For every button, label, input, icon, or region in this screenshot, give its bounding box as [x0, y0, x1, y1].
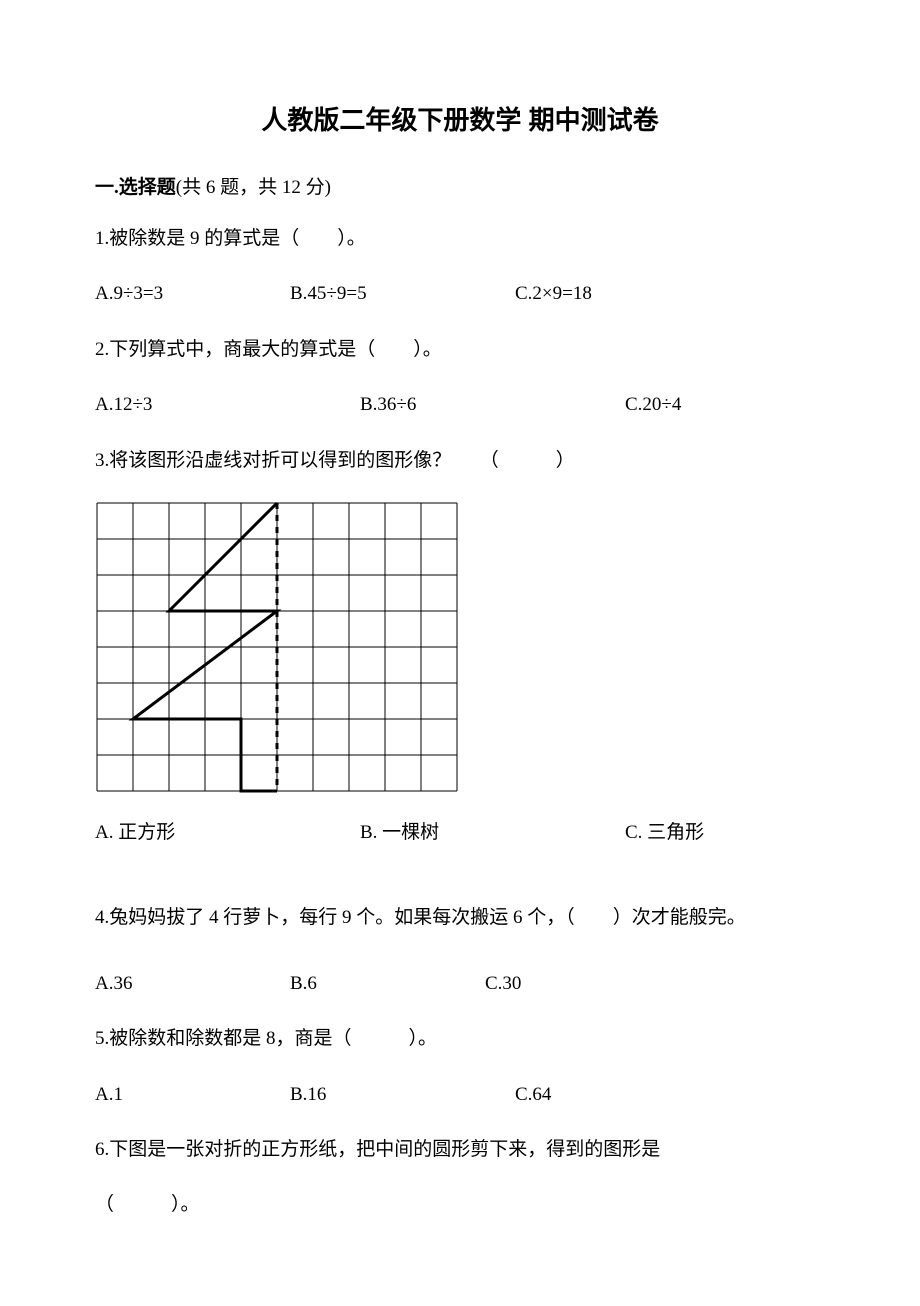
question-4-options: A.36 B.6 C.30 [95, 969, 825, 999]
section-1-header-suffix: (共 6 题，共 12 分) [176, 177, 331, 198]
section-1-header: 一.选择题(共 6 题，共 12 分) [95, 172, 825, 199]
question-1-text: 1.被除数是 9 的算式是（ ）。 [95, 224, 825, 254]
question-3-text: 3.将该图形沿虚线对折可以得到的图形像？ （ ） [95, 446, 825, 476]
q4-option-a: A.36 [95, 969, 290, 999]
q2-option-b: B.36÷6 [360, 390, 625, 420]
question-6-text-line1: 6.下图是一张对折的正方形纸，把中间的圆形剪下来，得到的图形是 [95, 1135, 825, 1165]
q2-option-c: C.20÷4 [625, 390, 681, 420]
question-2-text: 2.下列算式中，商最大的算式是（ ）。 [95, 335, 825, 365]
q4-option-c: C.30 [485, 969, 521, 999]
q3-option-b: B. 一棵树 [360, 818, 625, 848]
fold-figure-svg [95, 501, 459, 793]
question-5-options: A.1 B.16 C.64 [95, 1080, 825, 1110]
q5-option-b: B.16 [290, 1080, 515, 1110]
section-1-header-prefix: 一.选择题 [95, 177, 176, 198]
q5-option-c: C.64 [515, 1080, 551, 1110]
q1-option-c: C.2×9=18 [515, 279, 592, 309]
q1-option-a: A.9÷3=3 [95, 279, 290, 309]
question-1-options: A.9÷3=3 B.45÷9=5 C.2×9=18 [95, 279, 825, 309]
question-3-figure [95, 501, 825, 793]
q5-option-a: A.1 [95, 1080, 290, 1110]
question-2-options: A.12÷3 B.36÷6 C.20÷4 [95, 390, 825, 420]
q3-option-c: C. 三角形 [625, 818, 704, 848]
question-5-text: 5.被除数和除数都是 8，商是（ ）。 [95, 1024, 825, 1054]
question-6-text-line2: （ ）。 [95, 1190, 825, 1220]
q4-option-b: B.6 [290, 969, 485, 999]
q3-option-a: A. 正方形 [95, 818, 360, 848]
question-3-options: A. 正方形 B. 一棵树 C. 三角形 [95, 818, 825, 848]
page-title: 人教版二年级下册数学 期中测试卷 [95, 100, 825, 137]
question-4-text: 4.兔妈妈拔了 4 行萝卜，每行 9 个。如果每次搬运 6 个，（ ）次才能般完… [95, 903, 825, 933]
q2-option-a: A.12÷3 [95, 390, 360, 420]
q1-option-b: B.45÷9=5 [290, 279, 515, 309]
